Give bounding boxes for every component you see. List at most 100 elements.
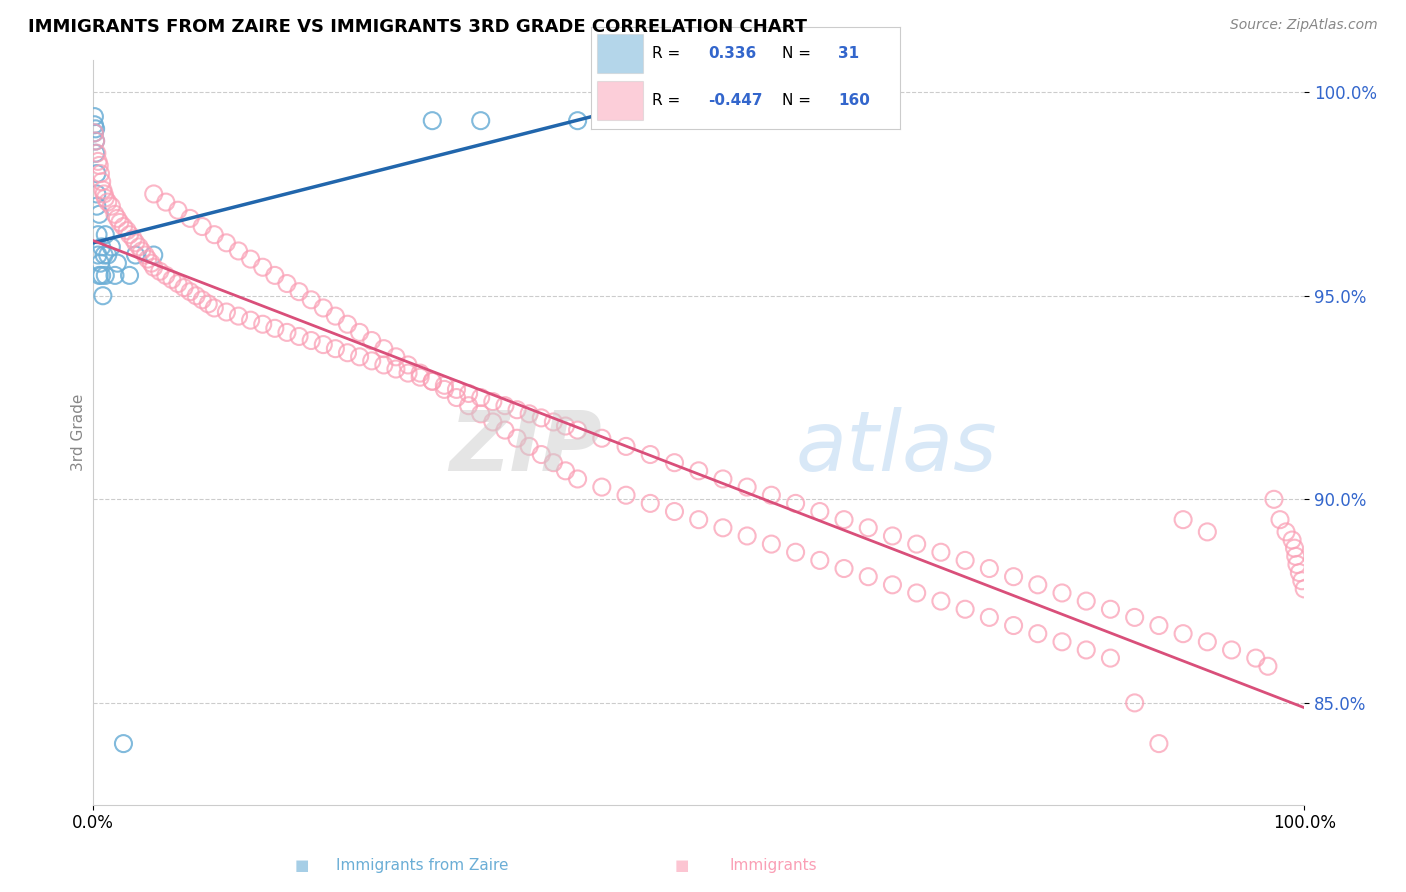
Point — [215, 235, 238, 250]
Point — [86, 146, 108, 161]
Point — [482, 415, 505, 429]
Point — [89, 256, 111, 270]
Point — [979, 610, 1001, 624]
Point — [87, 227, 110, 242]
Point — [83, 126, 105, 140]
Point — [336, 345, 359, 359]
Point — [202, 301, 225, 315]
Text: ■: ■ — [295, 858, 309, 872]
Point — [94, 227, 117, 242]
Point — [457, 386, 479, 401]
Point — [325, 342, 347, 356]
Point — [107, 256, 129, 270]
FancyBboxPatch shape — [596, 81, 643, 120]
Point — [90, 240, 112, 254]
Point — [84, 134, 107, 148]
Point — [312, 301, 335, 315]
Point — [1197, 524, 1219, 539]
Point — [664, 504, 686, 518]
Point — [1123, 696, 1146, 710]
Text: Immigrants: Immigrants — [730, 858, 817, 872]
Text: Immigrants from Zaire: Immigrants from Zaire — [336, 858, 508, 872]
Point — [785, 545, 807, 559]
Text: R =: R = — [652, 93, 681, 108]
Point — [1147, 618, 1170, 632]
Point — [336, 318, 359, 332]
Point — [433, 378, 456, 392]
Point — [396, 366, 419, 380]
Point — [808, 504, 831, 518]
Point — [506, 402, 529, 417]
Point — [1257, 659, 1279, 673]
Point — [554, 464, 576, 478]
Point — [155, 268, 177, 283]
Point — [83, 118, 105, 132]
Text: 0.336: 0.336 — [709, 45, 756, 61]
Point — [420, 113, 443, 128]
Point — [89, 158, 111, 172]
Point — [711, 521, 734, 535]
Point — [122, 232, 145, 246]
Point — [1220, 643, 1243, 657]
Point — [86, 167, 108, 181]
Point — [107, 211, 129, 226]
Point — [349, 326, 371, 340]
Point — [470, 113, 492, 128]
Point — [312, 337, 335, 351]
Point — [543, 415, 565, 429]
Point — [1076, 643, 1098, 657]
Point — [832, 561, 855, 575]
Point — [567, 472, 589, 486]
Point — [134, 248, 156, 262]
Point — [420, 374, 443, 388]
Text: atlas: atlas — [796, 407, 997, 488]
Point — [1099, 651, 1122, 665]
Point — [118, 227, 141, 242]
Point — [614, 488, 637, 502]
Point — [1026, 578, 1049, 592]
Point — [276, 277, 298, 291]
Point — [614, 439, 637, 453]
Point — [591, 431, 613, 445]
Point — [84, 121, 107, 136]
Point — [1123, 610, 1146, 624]
Point — [90, 175, 112, 189]
Point — [325, 309, 347, 323]
Point — [141, 256, 163, 270]
Point — [567, 113, 589, 128]
Point — [118, 268, 141, 283]
Point — [167, 277, 190, 291]
Point — [91, 289, 114, 303]
Point — [97, 195, 120, 210]
Point — [136, 252, 159, 266]
Point — [858, 569, 880, 583]
Point — [191, 219, 214, 234]
Point — [591, 480, 613, 494]
Text: N =: N = — [782, 45, 811, 61]
Point — [87, 154, 110, 169]
Point — [94, 191, 117, 205]
Point — [373, 342, 395, 356]
Point — [735, 480, 758, 494]
Text: 31: 31 — [838, 45, 859, 61]
Point — [858, 521, 880, 535]
Point — [299, 293, 322, 307]
Point — [112, 219, 135, 234]
Point — [276, 326, 298, 340]
Point — [1076, 594, 1098, 608]
Point — [808, 553, 831, 567]
Point — [89, 167, 111, 181]
Point — [905, 537, 928, 551]
Point — [1099, 602, 1122, 616]
Point — [239, 313, 262, 327]
Point — [263, 321, 285, 335]
Point — [83, 126, 105, 140]
FancyBboxPatch shape — [596, 34, 643, 73]
Point — [457, 399, 479, 413]
Point — [711, 472, 734, 486]
Point — [1281, 533, 1303, 547]
Point — [470, 391, 492, 405]
Point — [179, 285, 201, 299]
Text: R =: R = — [652, 45, 681, 61]
Point — [1197, 635, 1219, 649]
